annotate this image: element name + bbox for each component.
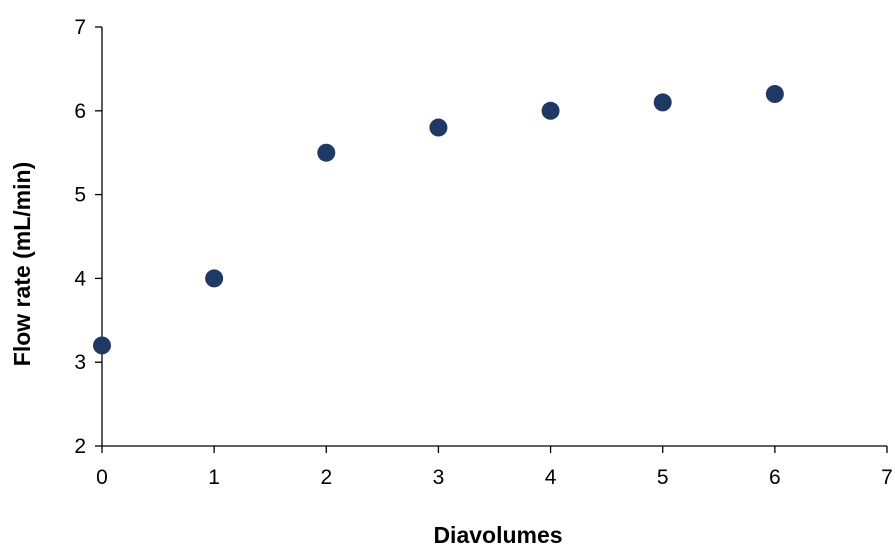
data-point [541, 101, 560, 120]
data-point [653, 93, 672, 112]
axes [101, 27, 887, 447]
data-points [93, 85, 784, 355]
data-point [429, 118, 448, 137]
x-tick-label: 6 [769, 466, 781, 489]
data-point [93, 336, 111, 355]
x-tick-label: 5 [657, 466, 669, 489]
x-axis-title: Diavolumes [433, 522, 562, 548]
data-point [765, 85, 784, 104]
x-tick-label: 4 [545, 466, 557, 489]
x-tick-label: 2 [320, 466, 332, 489]
y-tick-label: 2 [74, 435, 86, 458]
x-ticks: 0 1 2 3 4 5 6 7 [96, 446, 893, 489]
y-tick-label: 7 [74, 16, 86, 39]
y-tick-label: 3 [74, 351, 86, 374]
y-axis-title: Flow rate (mL/min) [9, 162, 35, 366]
x-tick-label: 7 [881, 466, 893, 489]
x-tick-label: 0 [96, 466, 108, 489]
x-tick-label: 3 [433, 466, 445, 489]
y-ticks: 2 3 4 5 6 7 [74, 16, 102, 458]
y-tick-label: 4 [74, 267, 86, 290]
y-tick-label: 5 [74, 184, 86, 207]
y-tick-label: 6 [74, 100, 86, 123]
x-tick-label: 1 [208, 466, 220, 489]
data-point [205, 269, 224, 288]
data-point [317, 143, 336, 162]
